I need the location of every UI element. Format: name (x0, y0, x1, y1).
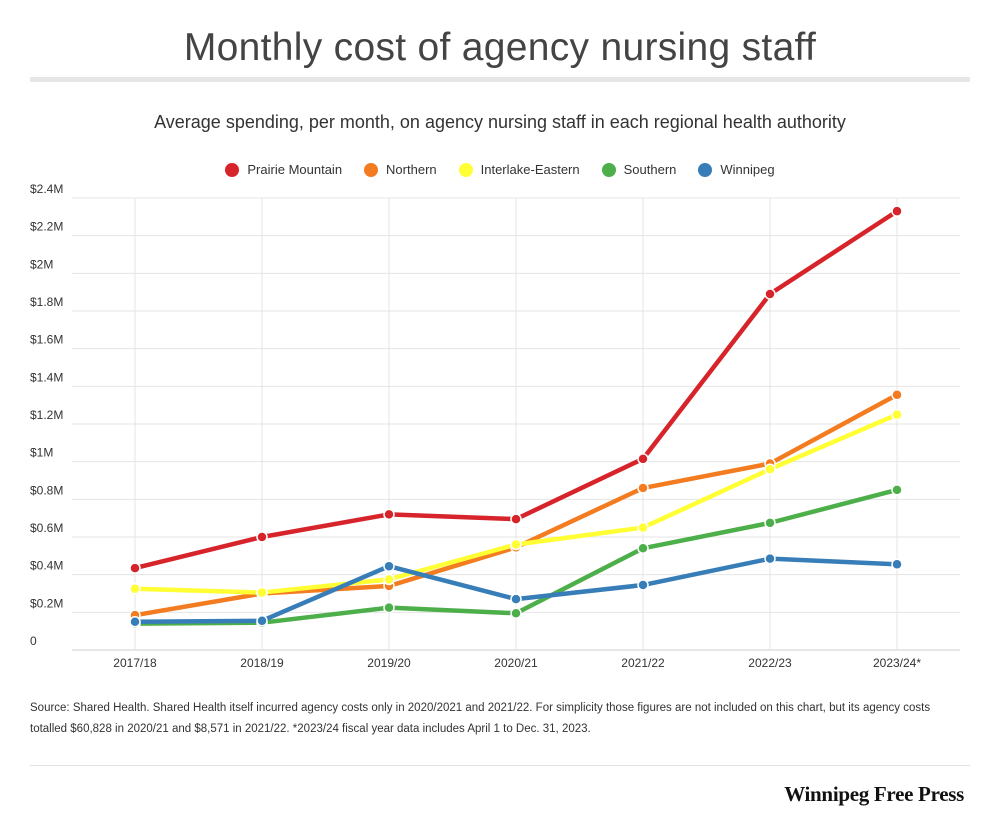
data-point-2-0 (129, 583, 141, 595)
y-tick-label: $1.4M (30, 370, 63, 384)
y-tick-label: $1.8M (30, 295, 63, 309)
legend-item-4: Winnipeg (698, 162, 775, 177)
data-point-4-5 (764, 552, 776, 565)
x-tick-label: 2021/22 (621, 656, 665, 670)
y-tick-label: $2.2M (30, 220, 63, 234)
x-tick-label: 2019/20 (367, 656, 411, 670)
y-tick-label: $0.4M (30, 559, 63, 573)
legend-label: Prairie Mountain (247, 162, 343, 177)
data-point-3-6 (891, 484, 903, 496)
data-point-4-3 (510, 593, 522, 605)
legend-swatch (698, 162, 713, 177)
data-point-4-1 (256, 615, 268, 627)
footer-divider (30, 765, 970, 766)
legend-item-1: Northern (364, 162, 437, 177)
data-point-1-4 (637, 482, 649, 494)
source-note: Source: Shared Health. Shared Health its… (30, 702, 931, 735)
data-point-3-4 (637, 542, 649, 555)
legend-label: Southern (623, 162, 677, 177)
y-tick-label: $1.2M (30, 408, 63, 422)
data-point-0-2 (383, 508, 395, 521)
data-point-0-1 (256, 531, 268, 543)
data-point-2-1 (256, 586, 268, 599)
data-point-2-6 (891, 408, 903, 421)
chart-legend: Prairie Mountain Northern Interlake-Easter… (0, 162, 1000, 177)
data-point-0-4 (637, 453, 649, 465)
data-point-4-2 (383, 560, 395, 572)
x-tick-label: 2018/19 (240, 656, 284, 670)
legend-label: Interlake-Eastern (480, 162, 580, 177)
y-tick-label: 0 (30, 634, 37, 648)
legend-label: Northern (386, 162, 437, 177)
title-divider (30, 77, 970, 82)
brand-logo: Winnipeg Free Press (784, 782, 964, 806)
line-chart: 0 $0.2M $0.4M $0.6M $0.8M $1M $1.2M $1.4M $1.6M $… (30, 182, 960, 670)
data-point-3-5 (764, 517, 776, 529)
legend-swatch (458, 162, 473, 177)
y-tick-label: $0.8M (30, 483, 63, 497)
data-point-0-0 (129, 562, 141, 574)
legend-swatch (364, 162, 379, 177)
data-point-2-2 (383, 573, 395, 586)
x-tick-label: 2020/21 (494, 656, 538, 670)
legend-swatch (225, 162, 240, 177)
y-tick-label: $1.6M (30, 333, 63, 347)
data-point-0-3 (510, 513, 522, 525)
data-point-0-6 (891, 205, 903, 217)
x-tick-label: 2022/23 (748, 656, 792, 670)
data-point-2-4 (637, 521, 649, 534)
data-point-4-0 (129, 616, 141, 628)
data-point-0-5 (764, 288, 776, 300)
data-point-3-3 (510, 607, 522, 620)
data-point-3-2 (383, 601, 395, 614)
y-tick-label: $0.2M (30, 596, 63, 610)
chart-subtitle: Average spending, per month, on agency n… (154, 112, 846, 132)
data-point-4-4 (637, 579, 649, 591)
legend-swatch (601, 162, 616, 177)
legend-item-3: Southern (601, 162, 677, 177)
legend-label: Winnipeg (720, 162, 775, 177)
data-point-2-3 (510, 538, 522, 551)
data-point-4-6 (891, 558, 903, 571)
chart-title: Monthly cost of agency nursing staff (183, 26, 817, 69)
legend-item-2: Interlake-Eastern (458, 162, 580, 177)
data-point-2-5 (764, 463, 776, 475)
y-tick-label: $2.4M (30, 182, 63, 196)
legend-item-0: Prairie Mountain (225, 162, 342, 177)
x-tick-label: 2017/18 (113, 656, 157, 670)
data-point-1-6 (891, 389, 903, 401)
y-tick-label: $0.6M (30, 521, 63, 535)
y-tick-label: $2M (30, 257, 53, 271)
y-tick-label: $1M (30, 446, 53, 460)
x-tick-label: 2023/24* (873, 656, 921, 670)
